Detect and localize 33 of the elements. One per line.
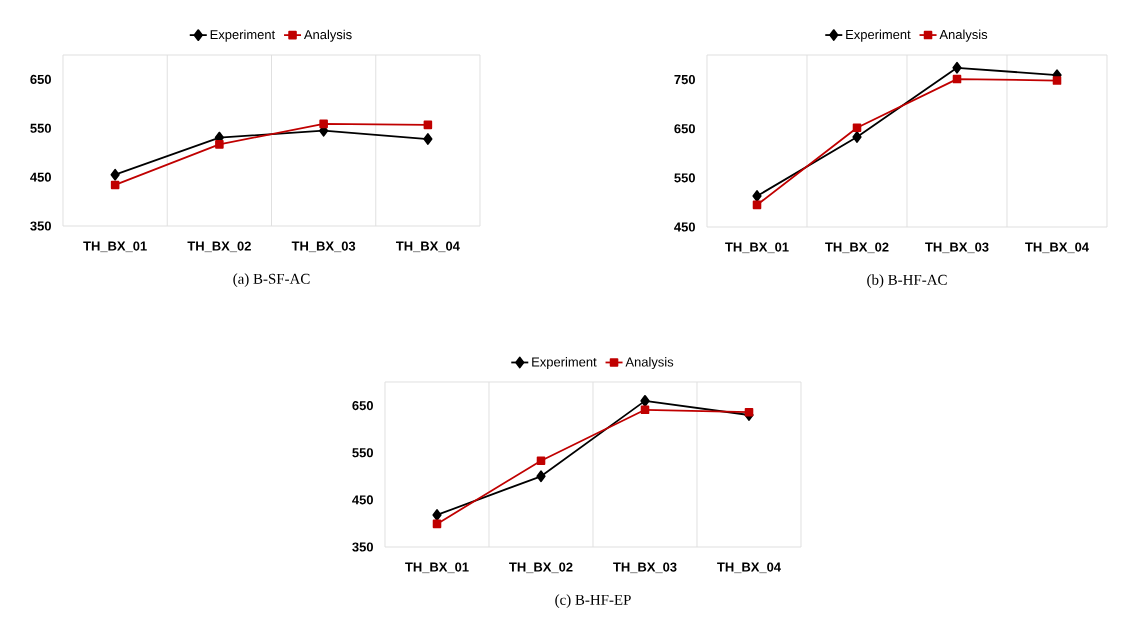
x-tick-label: TH_BX_03 [925,242,989,254]
legend-label: Analysis [625,357,674,370]
y-tick-label: 550 [674,173,695,183]
legend-label: Experiment [532,357,597,370]
x-tick-label: TH_BX_03 [291,241,356,253]
y-tick-label: 450 [674,222,695,232]
y-tick-label: 650 [352,400,373,411]
y-tick-label: 550 [352,448,373,458]
y-tick-label: 350 [352,542,373,552]
x-tick-label: TH_BX_04 [1025,242,1089,254]
x-tick-label: TH_BX_01 [725,242,789,254]
y-tick-label: 450 [30,172,51,182]
x-tick-label: TH_BX_01 [405,562,469,574]
y-tick-label: 650 [674,124,695,134]
legend-label: Analysis [303,29,352,42]
x-tick-label: TH_BX_04 [395,241,460,253]
x-tick-label: TH_BX_02 [825,242,889,254]
text: (c) B-HF-EP [555,594,631,608]
text: (a) B-SF-AC [233,273,310,287]
y-tick-label: 450 [352,495,373,505]
legend-label: Experiment [210,29,276,42]
x-tick-label: TH_BX_01 [83,241,147,253]
x-tick-label: TH_BX_02 [187,241,251,253]
y-tick-label: 650 [30,74,51,85]
y-tick-label: 550 [30,123,51,133]
text: (b) B-HF-AC [867,274,947,288]
x-tick-label: TH_BX_04 [717,562,781,574]
y-tick-label: 750 [674,74,695,85]
x-tick-label: TH_BX_02 [509,562,573,574]
y-tick-label: 350 [30,221,51,231]
x-tick-label: TH_BX_03 [613,562,677,574]
legend-label: Analysis [939,29,988,42]
legend-label: Experiment [846,29,911,42]
